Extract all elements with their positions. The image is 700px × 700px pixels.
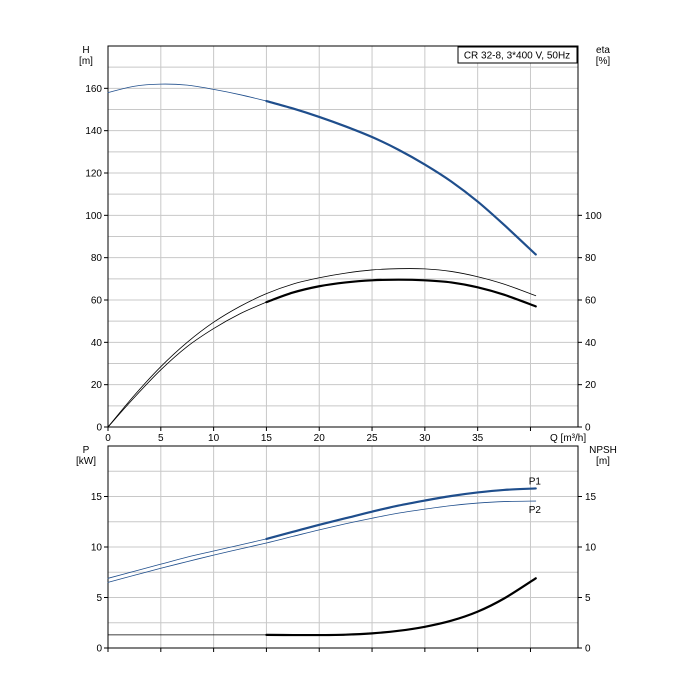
x-tick-label: 0 bbox=[105, 433, 111, 444]
y-axis-label-right: eta bbox=[596, 45, 610, 56]
y-axis-label-right: NPSH bbox=[589, 445, 617, 456]
head-efficiency-panel: 0 20 40 60 80 100 120 140 160 0 20 40 60 80 100 0 5 10 15 2… bbox=[79, 45, 610, 444]
y-tick-label-left: 0 bbox=[96, 644, 102, 655]
chart-title: CR 32-8, 3*400 V, 50Hz bbox=[464, 51, 570, 62]
x-tick-label: 35 bbox=[472, 433, 484, 444]
y-tick-label-left: 140 bbox=[85, 126, 102, 137]
series-label-p1: P1 bbox=[529, 476, 542, 487]
y-axis-unit-right: [m] bbox=[596, 456, 610, 467]
y-tick-label-right: 0 bbox=[585, 423, 591, 434]
x-tick-label: 30 bbox=[419, 433, 431, 444]
y-axis-unit-right: [%] bbox=[596, 56, 611, 67]
y-tick-label-right: 15 bbox=[585, 492, 597, 503]
y-tick-label-left: 80 bbox=[91, 253, 103, 264]
y-tick-label-right: 5 bbox=[585, 593, 591, 604]
series-line-0 bbox=[107, 83, 267, 102]
series-line-2 bbox=[107, 268, 537, 428]
y-axis-unit-left: [m] bbox=[79, 56, 93, 67]
y-tick-label-right: 100 bbox=[585, 211, 602, 222]
y-tick-label-right: 20 bbox=[585, 380, 597, 391]
x-tick-label: 5 bbox=[158, 433, 164, 444]
y-tick-label-left: 60 bbox=[91, 296, 103, 307]
series-line-4 bbox=[265, 577, 537, 637]
x-axis-label: Q [m³/h] bbox=[550, 433, 586, 444]
x-tick-label: 25 bbox=[366, 433, 378, 444]
series-line-0 bbox=[107, 538, 267, 579]
y-tick-label-left: 120 bbox=[85, 169, 102, 180]
y-tick-label-right: 10 bbox=[585, 543, 597, 554]
plot-frame bbox=[107, 45, 579, 428]
y-tick-label-right: 80 bbox=[585, 253, 597, 264]
y-tick-label-left: 20 bbox=[91, 380, 103, 391]
y-axis-unit-left: [kW] bbox=[76, 456, 96, 467]
y-tick-label-left: 40 bbox=[91, 338, 103, 349]
y-tick-label-left: 100 bbox=[85, 211, 102, 222]
y-tick-label-left: 5 bbox=[96, 593, 102, 604]
y-tick-label-right: 0 bbox=[585, 644, 591, 655]
y-axis-label-left: P bbox=[83, 445, 90, 456]
series-line-1 bbox=[265, 487, 537, 541]
y-tick-label-left: 0 bbox=[96, 423, 102, 434]
series-label-p2: P2 bbox=[529, 505, 542, 516]
y-axis-label-left: H bbox=[82, 45, 89, 56]
y-tick-label-right: 40 bbox=[585, 338, 597, 349]
y-tick-label-left: 160 bbox=[85, 84, 102, 95]
y-tick-label-right: 60 bbox=[585, 296, 597, 307]
power-npsh-panel: 0 5 10 15 0 5 10 15 P[kW] NPSH[m] P1 P2 bbox=[76, 445, 617, 655]
x-tick-label: 10 bbox=[208, 433, 220, 444]
series-line-3 bbox=[107, 301, 267, 428]
y-tick-label-left: 15 bbox=[91, 492, 103, 503]
x-tick-label: 20 bbox=[314, 433, 326, 444]
series-line-4 bbox=[265, 278, 537, 308]
x-tick-label: 15 bbox=[261, 433, 273, 444]
y-tick-label-left: 10 bbox=[91, 543, 103, 554]
series-line-1 bbox=[265, 99, 537, 256]
series-line-2 bbox=[107, 500, 537, 583]
chart-title-box bbox=[457, 46, 578, 64]
